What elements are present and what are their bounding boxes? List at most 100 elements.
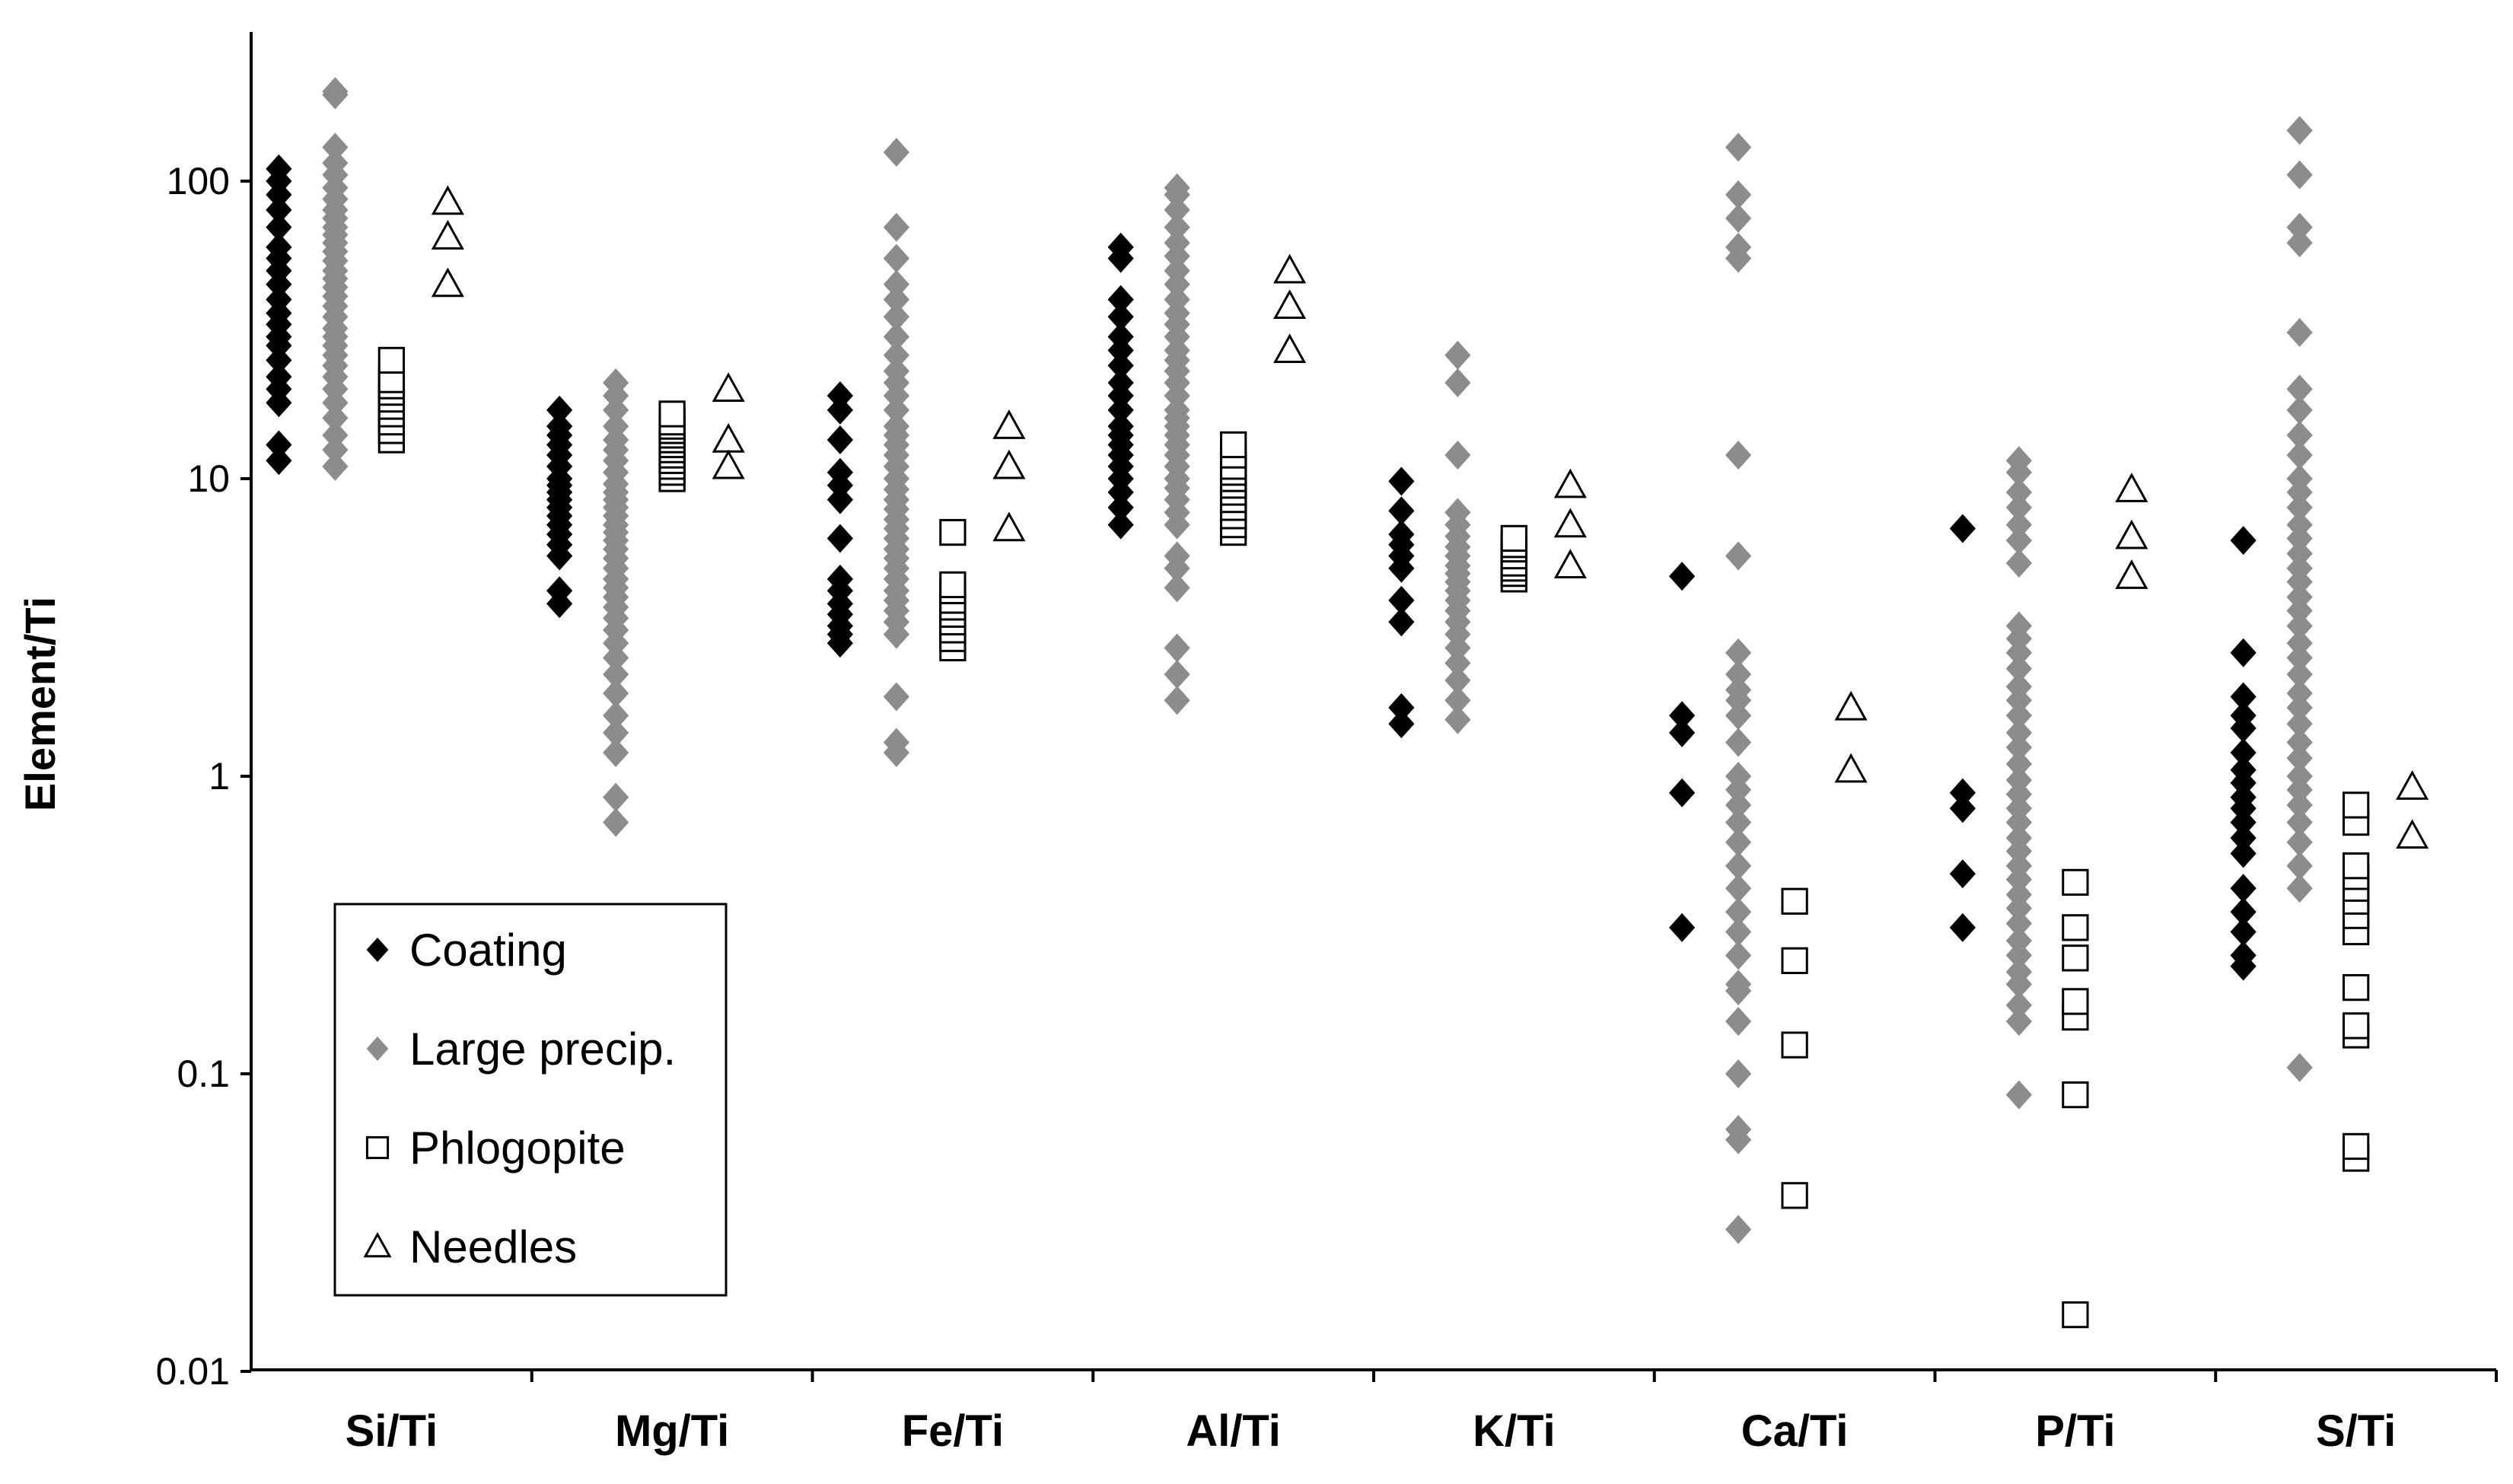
legend-label: Coating [409,925,567,976]
data-point [2005,957,2032,987]
data-point [2005,718,2032,747]
data-point [712,422,745,453]
data-point [2286,679,2313,709]
data-point [1444,666,1471,696]
data-point [1725,660,1752,689]
legend-box [333,903,728,1297]
legend-marker [365,1135,390,1160]
legend: Coating Large precip. Phlogopite Needles [333,903,728,1297]
data-point [1164,660,1190,689]
data-point [883,269,909,299]
data-point [266,362,292,392]
data-point [603,807,629,837]
data-point [1553,468,1587,498]
data-point [1164,686,1190,715]
data-point [2286,744,2313,773]
data-point [1781,1031,1808,1059]
data-point [2396,770,2429,800]
data-point [1669,562,1696,591]
data-point [1388,520,1415,549]
data-point [2005,733,2032,763]
data-point [2396,819,2429,849]
data-point [883,728,909,757]
data-point [2115,559,2148,589]
data-point [2005,1080,2032,1110]
data-point [939,571,967,599]
data-point [1781,947,1808,974]
data-point [883,682,909,712]
data-point [1725,232,1752,262]
data-point [2115,473,2148,502]
data-point [2286,827,2313,857]
data-point [1725,851,1752,881]
data-point [1725,1059,1752,1088]
data-point [827,381,853,411]
data-point [1444,686,1471,715]
data-point [1834,690,1868,721]
data-point [827,457,853,487]
legend-label: Needles [409,1221,577,1272]
data-point [2005,766,2032,795]
y-axis-title-group: Element/Ti [16,597,64,811]
data-point [2005,880,2032,909]
data-point [2286,492,2313,522]
data-point [2286,643,2313,673]
data-point [266,154,292,183]
data-point [322,132,349,162]
data-point [603,718,629,747]
data-point [2286,317,2313,347]
data-point [1107,368,1134,398]
data-point [2286,553,2313,583]
y-tick-label: 10 [187,457,230,500]
data-point [2286,874,2313,903]
y-tick-label: 0.01 [156,1350,230,1393]
data-point [883,322,909,352]
data-point [883,412,909,441]
data-point [1725,762,1752,791]
data-point [2286,660,2313,689]
data-point [2230,823,2257,853]
data-point [992,511,1026,542]
data-point [322,435,349,465]
data-point [1725,941,1752,970]
data-point [2230,526,2257,556]
data-point [2005,851,2032,881]
data-point [2062,1081,2089,1109]
data-point [2005,990,2032,1020]
data-point [2230,755,2257,785]
data-point [2005,941,2032,970]
data-point [712,372,745,402]
data-point [2230,701,2257,731]
data-point [2062,868,2089,896]
x-ticks: Si/Ti Mg/Ti Fe/Ti Al/Ti K/Ti Ca/Ti P/Ti S/Ti [346,1370,2498,1456]
data-point [1725,203,1752,233]
data-point [2286,807,2313,837]
data-point [2062,944,2089,972]
data-point [2286,116,2313,145]
data-point [2005,526,2032,556]
data-point [1553,549,1587,579]
data-point [883,244,909,273]
data-point [2062,914,2089,941]
data-point [2286,709,2313,739]
data-point [2005,492,2032,522]
data-point [603,738,629,768]
data-point [883,285,909,314]
data-point [2286,539,2313,568]
data-point [1725,1115,1752,1145]
x-category-label: Ca/Ti [1741,1406,1849,1456]
x-category-label: S/Ti [2316,1406,2396,1456]
data-point [603,679,629,709]
data-point [603,368,629,398]
data-point [1273,289,1307,320]
data-point [2005,477,2032,507]
data-point [1949,778,1976,807]
data-point [1725,1007,1752,1037]
data-point [2005,672,2032,702]
legend-marker [366,938,389,962]
data-point [2342,973,2370,1002]
data-point [266,430,292,460]
data-point [2005,654,2032,683]
data-point [322,420,349,450]
